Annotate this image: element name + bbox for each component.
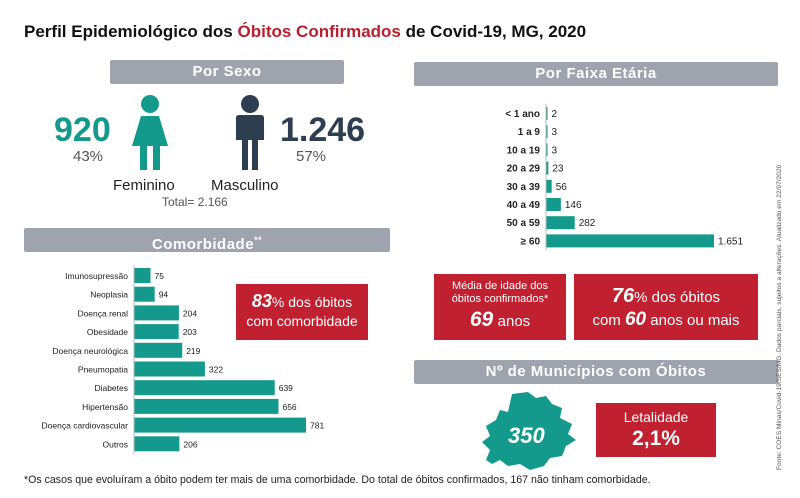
comorbidity-bar-chart: Imunosupressão 75 Neoplasia 94 Doença renal 2…	[42, 265, 324, 455]
masculino-label: Masculino	[211, 177, 279, 194]
age-bar	[546, 179, 552, 193]
media-value: 69	[469, 308, 494, 331]
municipios-banner: Nº de Municípios com Óbitos	[414, 360, 778, 384]
comorbidity-category-label: Hipertensão	[82, 402, 128, 412]
comorbidity-value-label: 656	[282, 402, 296, 412]
age-value-label: 146	[565, 200, 582, 211]
comorbidity-category-label: Neoplasia	[90, 290, 128, 300]
sessenta-age: 60	[624, 309, 647, 330]
media-line1: Média de idade dos	[451, 280, 548, 292]
comorbidity-value-label: 322	[209, 365, 223, 375]
comorbidity-bar	[134, 361, 205, 377]
sessenta-rest: % dos óbitos	[634, 289, 721, 306]
letalidade-box: Letalidade 2,1%	[596, 403, 716, 457]
age-bar-chart: < 1 ano 2 1 a 9 3 10 a 19 3 20 a 29 23 30 a 39 56…	[505, 104, 743, 250]
comorbidity-value-label: 781	[310, 421, 324, 431]
comorbidity-value-label: 206	[183, 439, 197, 449]
age-bar	[546, 161, 549, 175]
comorbidity-category-label: Doença neurológica	[52, 346, 128, 356]
sessenta-tail: anos ou mais	[646, 312, 740, 329]
age-category-label: 30 a 39	[507, 182, 541, 193]
female-icon	[132, 95, 168, 170]
comorbidity-category-label: Diabetes	[94, 383, 128, 393]
comorbidity-bar	[134, 305, 179, 321]
comorbidity-category-label: Obesidade	[87, 327, 128, 337]
feminino-count: 920	[54, 111, 111, 149]
age-category-label: 20 a 29	[507, 164, 541, 175]
age-category-label: ≥ 60	[521, 236, 541, 247]
comorbidity-value-label: 219	[186, 346, 200, 356]
comorbidade-pct-box: 83% dos óbitos com comorbidade	[236, 284, 368, 340]
comorbidade-pct-value: 83	[251, 291, 272, 311]
comorbidity-bar	[134, 417, 306, 433]
comorbidade-banner-text: Comorbidade	[151, 236, 255, 253]
media-idade-box: Média de idade dos óbitos confirmados* 6…	[434, 274, 566, 340]
comorbidity-category-label: Doença cardiovascular	[42, 421, 129, 431]
comorbidity-bar	[134, 436, 180, 452]
feminino-pct: 43%	[73, 148, 104, 165]
age-category-label: 50 a 59	[507, 218, 541, 229]
title-prefix: Perfil Epidemiológico dos	[24, 22, 238, 41]
age-value-label: 3	[552, 127, 558, 138]
title-suffix: de Covid-19, MG, 2020	[400, 22, 587, 41]
age-value-label: 23	[552, 164, 564, 175]
masculino-pct: 57%	[296, 148, 327, 165]
age-value-label: 3	[552, 145, 558, 156]
age-bar	[546, 234, 714, 248]
sessenta-com: com	[592, 312, 625, 329]
age-value-label: 56	[556, 182, 568, 193]
feminino-label: Feminino	[113, 177, 175, 194]
male-icon	[236, 95, 264, 170]
comorbidade-pct-rest: % dos óbitos	[271, 294, 353, 310]
page-title: Perfil Epidemiológico dos Óbitos Confirm…	[24, 22, 586, 42]
age-category-label: 10 a 19	[507, 145, 541, 156]
comorbidity-bar	[134, 324, 179, 340]
letalidade-label: Letalidade	[623, 409, 689, 425]
comorbidity-category-label: Doença renal	[77, 308, 128, 318]
age-value-label: 2	[552, 109, 558, 120]
age-category-label: < 1 ano	[505, 109, 540, 120]
source-note: Fonte: COES Minas/Covid-19/SES/MG. Dados…	[776, 164, 783, 470]
sexo-total: Total= 2.166	[162, 195, 228, 209]
comorbidity-bar	[134, 286, 155, 302]
comorbidity-category-label: Outros	[102, 439, 128, 449]
comorbidity-bar	[134, 342, 183, 358]
title-highlight: Óbitos Confirmados	[237, 22, 401, 41]
comorbidity-value-label: 639	[279, 383, 293, 393]
minas-gerais-map-icon	[482, 392, 576, 470]
age-category-label: 1 a 9	[518, 127, 541, 138]
comorbidity-value-label: 204	[183, 308, 197, 318]
media-unit: anos	[497, 313, 531, 330]
comorbidade-banner-sup: **	[254, 235, 263, 245]
comorbidity-category-label: Imunosupressão	[65, 271, 128, 281]
age-bar	[546, 198, 561, 211]
sexo-banner: Por Sexo	[110, 60, 344, 84]
comorbidity-bar	[134, 398, 279, 414]
comorbidity-value-label: 203	[183, 327, 197, 337]
age-value-label: 1.651	[718, 236, 743, 247]
comorbidity-value-label: 94	[159, 290, 169, 300]
comorbidade-pct-line2: com comorbidade	[246, 313, 358, 329]
age-bar	[546, 125, 548, 139]
comorbidity-bar	[134, 268, 151, 283]
comorbidade-banner: Comorbidade**	[24, 228, 390, 253]
comorbidity-category-label: Pneumopatia	[78, 365, 128, 375]
media-line2: óbitos confirmados*	[451, 293, 549, 305]
municipios-value: 350	[508, 423, 545, 448]
masculino-count: 1.246	[280, 111, 366, 149]
age-category-label: 40 a 49	[507, 200, 541, 211]
faixa-banner: Por Faixa Etária	[414, 62, 778, 86]
age-bar	[546, 143, 548, 157]
sessenta-box: 76% dos óbitos com 60 anos ou mais	[574, 274, 758, 340]
age-bar	[546, 216, 575, 230]
comorbidity-value-label: 75	[155, 271, 165, 281]
sessenta-pct: 76	[611, 285, 635, 307]
age-bar	[546, 107, 548, 120]
footnote: *Os casos que evoluíram a óbito podem te…	[24, 474, 651, 486]
letalidade-value: 2,1%	[632, 427, 680, 450]
age-value-label: 282	[579, 218, 596, 229]
comorbidity-bar	[134, 380, 275, 396]
